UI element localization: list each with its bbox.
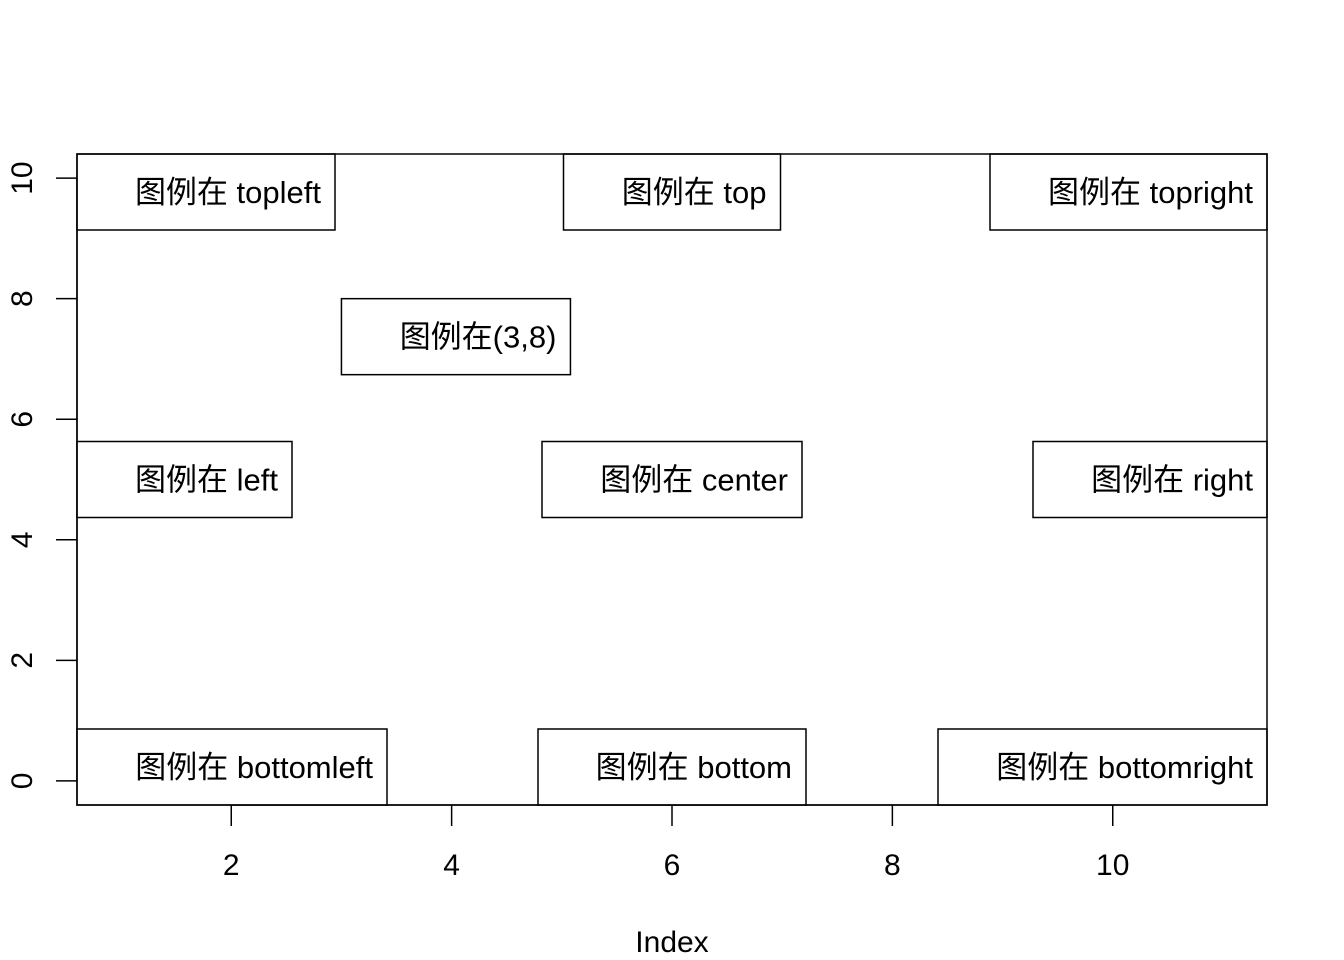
y-tick-label: 2 [6, 652, 39, 669]
legend-right: 图例在 right [1032, 440, 1268, 519]
x-tick-label: 2 [223, 849, 240, 882]
legend-xy: 图例在(3,8) [340, 297, 572, 376]
legend-top: 图例在 top [562, 153, 782, 231]
legend-label: 图例在 left [135, 463, 278, 498]
legend-topleft: 图例在 topleft [76, 153, 336, 231]
legend-label: 图例在 right [1091, 463, 1253, 498]
x-tick-label: 10 [1096, 849, 1129, 882]
legend-bottomleft: 图例在 bottomleft [76, 728, 388, 806]
legend-box [989, 153, 1268, 231]
legend-box [340, 297, 572, 376]
legend-bottomright: 图例在 bottomright [937, 728, 1268, 806]
legend-box [76, 728, 388, 806]
y-tick-label: 4 [6, 531, 39, 548]
legend-label: 图例在 topright [1048, 175, 1253, 210]
legend-label: 图例在 bottomright [996, 750, 1253, 785]
legend-topright: 图例在 topright [989, 153, 1268, 231]
y-tick-label: 8 [6, 290, 39, 307]
legend-label: 图例在 bottomleft [135, 750, 373, 785]
x-tick-label: 6 [664, 849, 681, 882]
legend-box [541, 440, 803, 519]
legend-box [1032, 440, 1268, 519]
legend-label: 图例在 bottom [596, 750, 792, 785]
x-axis-label: Index [635, 926, 708, 959]
legend-label: 图例在 topleft [135, 175, 321, 210]
legends: 图例在 topleft 图例在 top 图例在 topright 图例在(3,8) 图例… [76, 153, 1268, 806]
legend-label: 图例在 top [622, 175, 767, 210]
legend-label: 图例在(3,8) [400, 320, 557, 355]
legend-box [537, 728, 807, 806]
legend-bottom: 图例在 bottom [537, 728, 807, 806]
legend-left: 图例在 left [76, 440, 293, 519]
y-tick-label: 0 [6, 773, 39, 790]
legend-label: 图例在 center [600, 463, 788, 498]
legend-box [562, 153, 782, 231]
x-tick-label: 8 [884, 849, 901, 882]
x-tick-label: 4 [443, 849, 460, 882]
legend-center: 图例在 center [541, 440, 803, 519]
legend-box [76, 440, 293, 519]
y-tick-label: 10 [6, 161, 39, 194]
y-tick-label: 6 [6, 411, 39, 428]
plot-frame [76, 153, 1268, 806]
legend-box [937, 728, 1268, 806]
